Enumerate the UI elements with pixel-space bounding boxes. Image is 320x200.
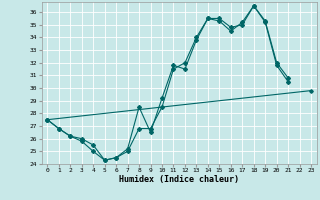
X-axis label: Humidex (Indice chaleur): Humidex (Indice chaleur)	[119, 175, 239, 184]
